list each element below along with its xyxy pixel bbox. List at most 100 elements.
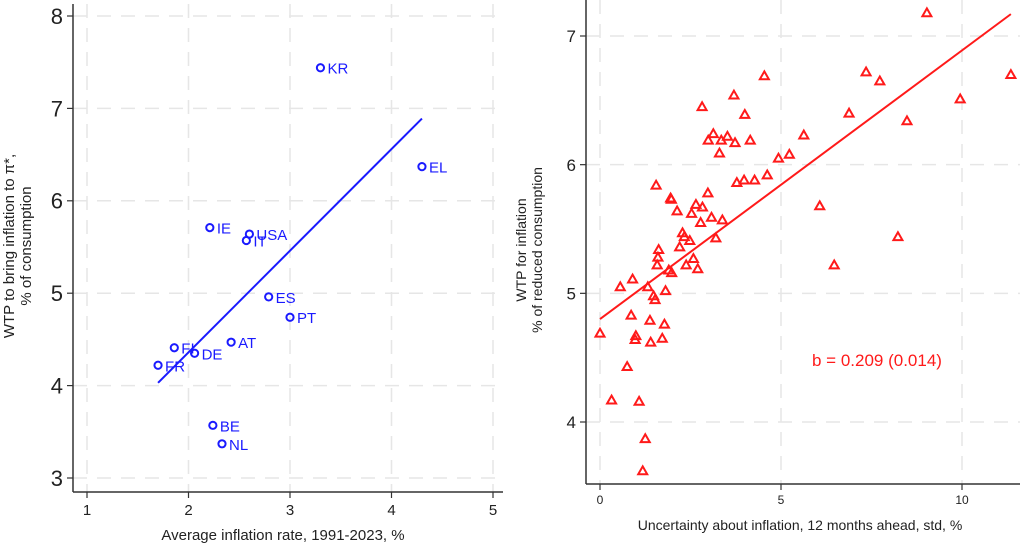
data-point — [716, 213, 729, 225]
data-point — [593, 326, 607, 338]
data-point — [241, 235, 251, 246]
x-tick-label: 4 — [387, 502, 395, 519]
data-point — [644, 335, 657, 347]
data-point — [670, 204, 684, 216]
data-point — [189, 348, 200, 358]
data-point — [827, 258, 841, 270]
data-point — [636, 464, 649, 476]
x-tick-label: 5 — [489, 502, 497, 519]
data-point — [689, 198, 703, 209]
x-tick-label: 5 — [778, 493, 785, 507]
data-point — [208, 420, 218, 430]
data-point — [417, 162, 427, 172]
data-point — [639, 432, 652, 444]
data-point — [691, 262, 704, 274]
data-point — [679, 258, 693, 270]
data-point — [264, 292, 274, 302]
data-point — [695, 100, 709, 112]
data-point — [226, 337, 236, 347]
y-tick-label: 7 — [51, 96, 63, 121]
data-point — [813, 199, 826, 211]
data-point — [153, 360, 163, 370]
point-label: IT — [253, 234, 266, 251]
data-point — [1004, 68, 1018, 79]
point-label: EL — [429, 160, 447, 177]
point-label: PT — [297, 310, 316, 327]
data-point — [656, 331, 669, 343]
data-point — [748, 173, 761, 185]
data-point — [953, 92, 967, 104]
data-point — [900, 114, 914, 126]
data-point — [728, 136, 742, 148]
y-tick-label: 3 — [51, 466, 63, 491]
data-point — [315, 63, 326, 73]
data-point — [685, 207, 698, 218]
right-y-axis-label-line1: WTP for inflation — [513, 198, 529, 301]
right-fit-line-group — [599, 13, 1012, 320]
data-point — [649, 178, 663, 190]
data-point — [859, 65, 873, 77]
data-point — [217, 439, 227, 449]
data-point — [744, 133, 757, 145]
point-label: AT — [238, 335, 256, 352]
data-point — [873, 74, 887, 86]
left-y-axis-label-line2: % of consumption — [18, 186, 35, 305]
left-y-axis-label-line1: WTP to bring inflation to π*, — [1, 154, 18, 338]
data-point — [920, 6, 934, 18]
fit-line — [157, 117, 423, 384]
point-label: KR — [327, 61, 348, 78]
data-point — [169, 343, 179, 353]
data-point — [614, 280, 627, 292]
data-point — [694, 216, 707, 227]
data-point — [648, 293, 662, 305]
data-point — [713, 146, 726, 158]
data-point — [658, 317, 671, 329]
data-point — [727, 88, 741, 100]
point-label: DE — [202, 346, 223, 363]
y-tick-label: 4 — [567, 413, 576, 432]
fit-line — [599, 13, 1012, 320]
data-point — [665, 192, 678, 204]
y-tick-label: 8 — [51, 4, 63, 29]
data-point — [683, 234, 696, 245]
data-point — [659, 284, 672, 296]
data-point — [737, 173, 751, 185]
data-point — [772, 151, 785, 163]
data-point — [783, 147, 796, 159]
data-point — [678, 230, 691, 242]
data-point — [626, 272, 639, 284]
data-point — [707, 127, 720, 139]
left-gridlines — [73, 4, 503, 492]
x-tick-label: 2 — [184, 502, 192, 519]
data-point — [632, 394, 646, 406]
point-label: IE — [217, 221, 231, 238]
data-point — [641, 280, 655, 292]
data-point — [709, 231, 723, 243]
data-point — [730, 176, 744, 188]
data-point — [624, 308, 638, 320]
point-label: BE — [220, 418, 240, 435]
data-point — [758, 69, 771, 81]
data-point — [629, 329, 643, 341]
data-point — [761, 168, 774, 180]
right-axes: 4 5 6 7 0 5 10 — [567, 0, 1020, 507]
point-label: USA — [256, 227, 287, 244]
left-x-axis-label: Average inflation rate, 1991-2023, % — [161, 527, 404, 544]
left-axes: 3 4 5 6 7 8 1 2 3 4 5 — [51, 4, 503, 519]
x-tick-label: 1 — [83, 502, 91, 519]
data-point — [687, 252, 700, 263]
point-label: NL — [229, 437, 248, 454]
y-tick-label: 5 — [51, 281, 63, 306]
point-label: FR — [165, 358, 185, 375]
data-point — [605, 393, 618, 405]
right-y-axis-label-line2: % of reduced consumption — [529, 167, 545, 333]
data-point — [205, 222, 215, 233]
y-tick-label: 6 — [51, 189, 63, 214]
x-tick-label: 3 — [286, 502, 294, 519]
data-point — [652, 243, 665, 254]
data-point — [673, 240, 686, 252]
data-point — [738, 107, 752, 119]
x-tick-label: 0 — [597, 493, 604, 507]
